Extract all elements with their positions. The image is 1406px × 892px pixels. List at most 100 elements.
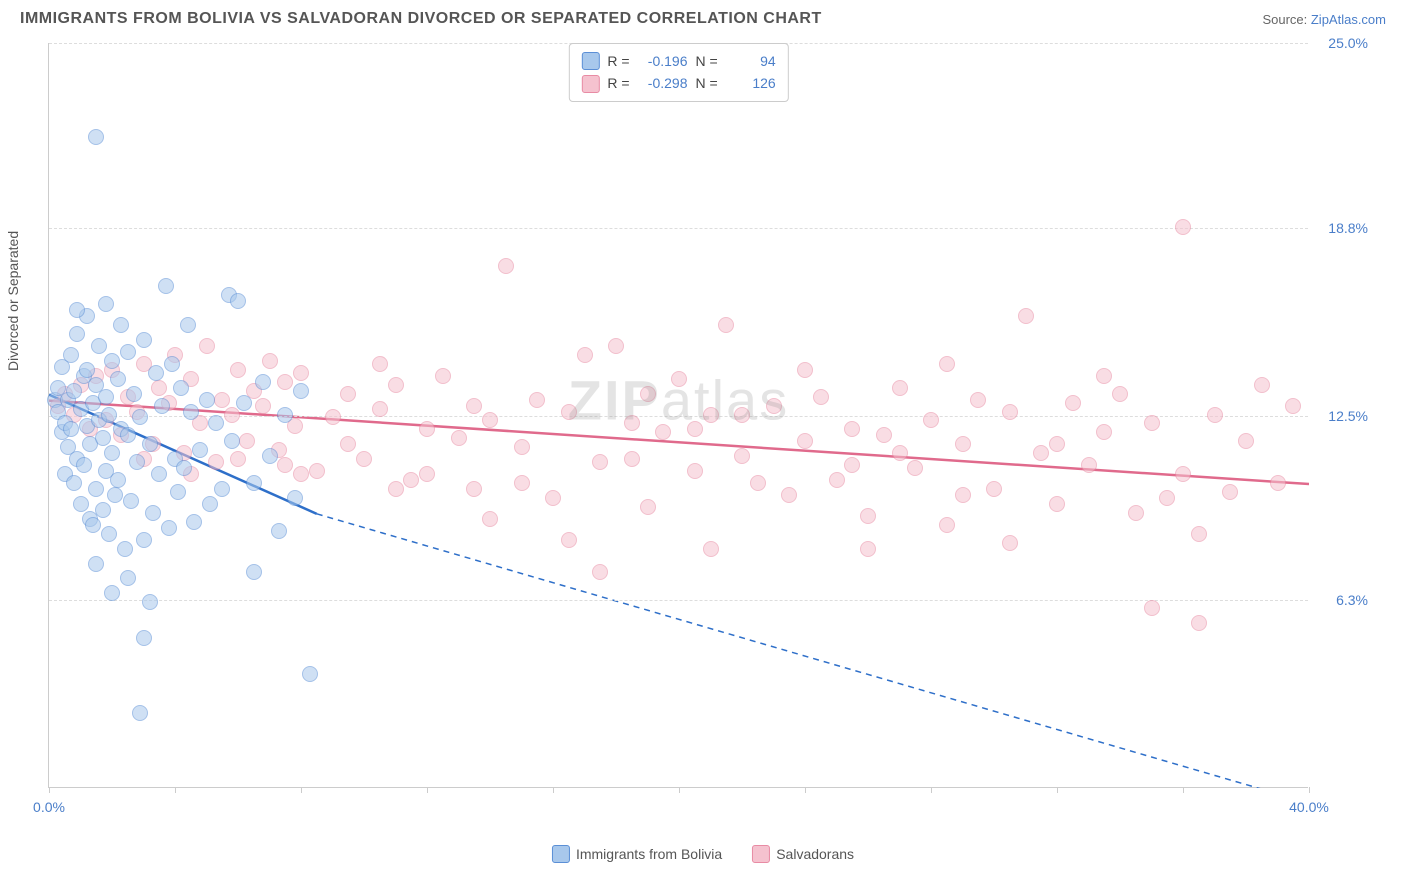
x-tick [805,787,806,793]
y-tick-label: 25.0% [1328,35,1368,51]
scatter-point [1222,484,1238,500]
scatter-point [750,475,766,491]
scatter-point [1002,404,1018,420]
scatter-point [73,496,89,512]
scatter-point [176,460,192,476]
scatter-point [132,705,148,721]
scatter-point [224,407,240,423]
stats-row-bolivia: R = -0.196 N = 94 [581,50,775,72]
scatter-point [482,511,498,527]
scatter-point [766,398,782,414]
scatter-point [844,421,860,437]
x-tick [1057,787,1058,793]
scatter-point [1033,445,1049,461]
source-link[interactable]: ZipAtlas.com [1311,12,1386,27]
scatter-point [224,433,240,449]
scatter-point [104,353,120,369]
scatter-point [293,466,309,482]
scatter-point [110,371,126,387]
scatter-point [1254,377,1270,393]
scatter-point [1238,433,1254,449]
plot-area: ZIPatlas R = -0.196 N = 94 R = -0.298 N … [48,43,1308,788]
scatter-point [592,454,608,470]
scatter-point [1175,219,1191,235]
scatter-point [293,365,309,381]
scatter-point [466,398,482,414]
x-tick [49,787,50,793]
scatter-point [173,380,189,396]
scatter-point [277,374,293,390]
scatter-point [277,407,293,423]
gridline [49,228,1308,229]
scatter-point [655,424,671,440]
scatter-point [797,362,813,378]
scatter-point [781,487,797,503]
scatter-point [340,386,356,402]
y-tick-label: 18.8% [1328,220,1368,236]
stats-row-salvadoran: R = -0.298 N = 126 [581,72,775,94]
scatter-point [419,421,435,437]
scatter-point [136,630,152,646]
scatter-point [797,433,813,449]
scatter-point [136,332,152,348]
scatter-point [1270,475,1286,491]
x-tick [1309,787,1310,793]
source-attribution: Source: ZipAtlas.com [1262,12,1386,27]
scatter-point [63,421,79,437]
scatter-point [262,353,278,369]
scatter-point [388,481,404,497]
scatter-point [293,383,309,399]
scatter-point [142,594,158,610]
scatter-point [514,475,530,491]
scatter-point [309,463,325,479]
scatter-point [970,392,986,408]
scatter-point [482,412,498,428]
scatter-point [63,347,79,363]
scatter-point [79,362,95,378]
scatter-point [372,356,388,372]
scatter-point [1175,466,1191,482]
scatter-point [388,377,404,393]
scatter-point [214,392,230,408]
scatter-point [844,457,860,473]
scatter-point [230,362,246,378]
scatter-point [88,129,104,145]
x-tick-label: 40.0% [1289,799,1329,815]
source-label: Source: [1262,12,1310,27]
scatter-point [246,475,262,491]
scatter-point [104,585,120,601]
n-value-bolivia: 94 [726,50,776,72]
swatch-bolivia [581,52,599,70]
x-tick [931,787,932,793]
scatter-point [403,472,419,488]
scatter-point [466,481,482,497]
scatter-point [98,296,114,312]
r-value-bolivia: -0.196 [638,50,688,72]
scatter-point [955,487,971,503]
scatter-point [208,415,224,431]
swatch-salvadoran [581,75,599,93]
y-tick-label: 12.5% [1328,408,1368,424]
scatter-point [236,395,252,411]
scatter-point [325,409,341,425]
scatter-point [592,564,608,580]
scatter-point [1285,398,1301,414]
correlation-stats-box: R = -0.196 N = 94 R = -0.298 N = 126 [568,43,788,102]
scatter-point [624,415,640,431]
scatter-point [69,302,85,318]
scatter-point [151,466,167,482]
scatter-point [640,386,656,402]
scatter-point [356,451,372,467]
scatter-point [199,392,215,408]
series-legend: Immigrants from Bolivia Salvadorans [552,845,854,863]
x-tick [1183,787,1184,793]
y-axis-label: Divorced or Separated [5,231,21,371]
n-label: N = [696,50,718,72]
scatter-point [255,374,271,390]
scatter-point [1191,615,1207,631]
scatter-point [498,258,514,274]
scatter-point [123,493,139,509]
scatter-point [1128,505,1144,521]
n-value-salvadoran: 126 [726,72,776,94]
scatter-point [1191,526,1207,542]
